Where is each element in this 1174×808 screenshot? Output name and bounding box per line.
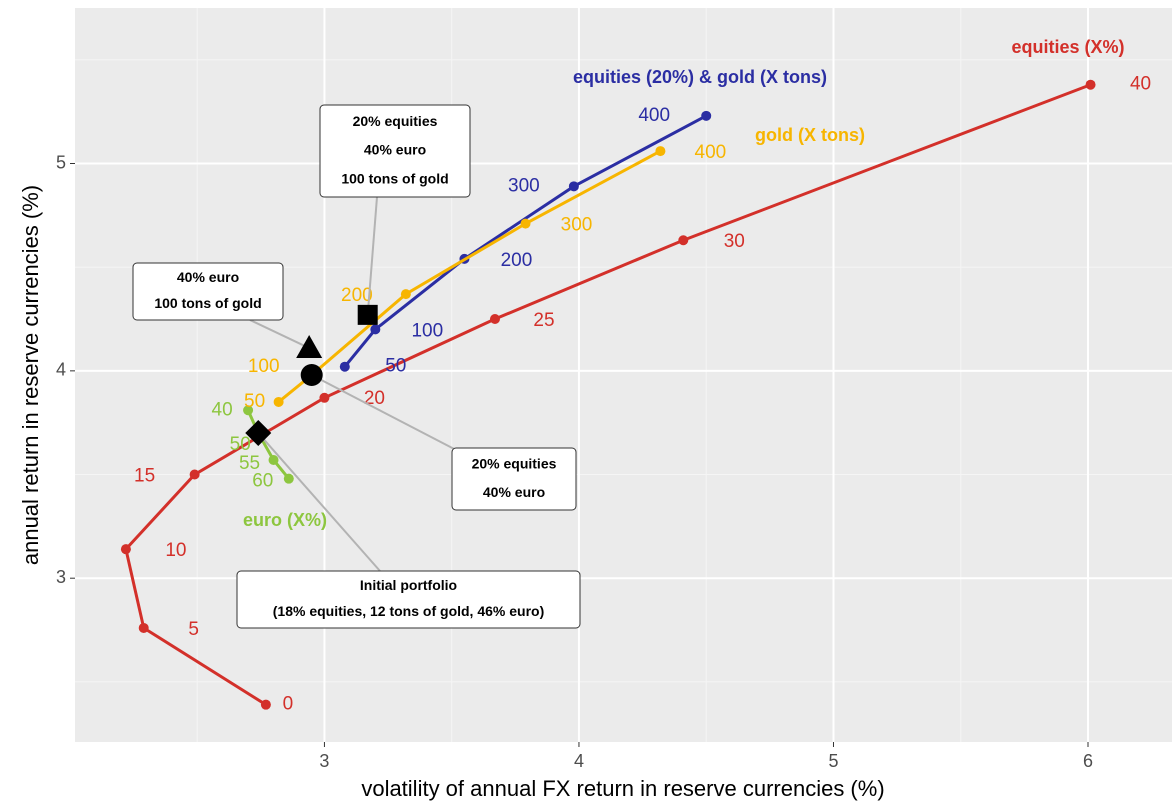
point [283,473,294,484]
annotation-text: 40% euro [364,142,426,158]
annotation-text: 100 tons of gold [154,295,261,311]
point-label: 10 [165,540,186,561]
point [260,699,271,710]
point [189,469,200,480]
point [568,181,579,192]
point [273,396,284,407]
x-tick-label: 4 [574,751,584,771]
point-label: 60 [252,471,273,492]
point-label: 40 [1130,74,1151,95]
marker-diamond [245,420,272,447]
y-axis-title: annual return in reserve currencies (%) [18,185,43,565]
point [701,110,712,121]
point [243,405,254,416]
annotation-text: 40% euro [483,484,545,500]
point-label: 200 [341,285,373,306]
point [400,289,411,300]
point-label: 50 [244,391,265,412]
annotation-text: 100 tons of gold [341,170,448,186]
point-label: 400 [695,142,727,163]
y-tick-label: 4 [56,360,66,380]
series-name: equities (20%) & gold (X tons) [573,67,827,87]
annotation-box [236,570,581,629]
annotation-text: 20% equities [472,456,557,472]
series-name: gold (X tons) [755,125,865,145]
point [268,455,279,466]
annotation-text: 40% euro [177,269,239,285]
point-label: 25 [533,310,554,331]
point-label: 0 [283,694,294,715]
annotation-box [451,447,577,511]
x-tick-label: 6 [1083,751,1093,771]
point-label: 50 [385,356,406,377]
point [370,324,381,335]
point-label: 300 [508,175,540,196]
x-axis-title: volatility of annual FX return in reserv… [361,776,884,801]
annotation-box [132,262,284,321]
marker-circle [300,364,323,386]
marker-triangle [296,335,323,359]
point [319,392,330,403]
annotation-text: Initial portfolio [360,577,457,593]
leader-line [249,319,310,349]
point-label: 50 [230,434,251,455]
series-line [246,409,290,480]
point-label: 100 [248,356,280,377]
annotation-text: (18% equities, 12 tons of gold, 46% euro… [273,603,545,619]
point-label: 15 [134,466,155,487]
point [138,622,149,633]
marker-square [357,304,378,325]
x-tick-label: 3 [319,751,329,771]
point [678,235,689,246]
point [520,218,531,229]
series-name: euro (X%) [243,510,327,530]
point-label: 40 [212,399,233,420]
point [489,314,500,325]
y-tick-label: 3 [56,567,66,587]
point-label: 5 [188,619,199,640]
point-label: 30 [724,231,745,252]
point [655,146,666,157]
point [120,544,131,555]
point-label: 100 [411,320,443,341]
x-tick-label: 5 [828,751,838,771]
point [1085,79,1096,90]
series-name: equities (X%) [1011,37,1124,57]
point-label: 300 [561,215,593,236]
leader-line [311,374,461,453]
annotation-box [319,104,471,198]
y-tick-label: 5 [56,152,66,172]
annotation-text: 20% equities [353,113,438,129]
point-label: 20 [364,388,385,409]
point-label: 400 [638,105,670,126]
point-label: 200 [501,250,533,271]
point-label: 55 [239,453,260,474]
panel [75,8,1172,742]
point [339,361,350,372]
leader-line [257,432,381,572]
leader-line [366,196,378,315]
